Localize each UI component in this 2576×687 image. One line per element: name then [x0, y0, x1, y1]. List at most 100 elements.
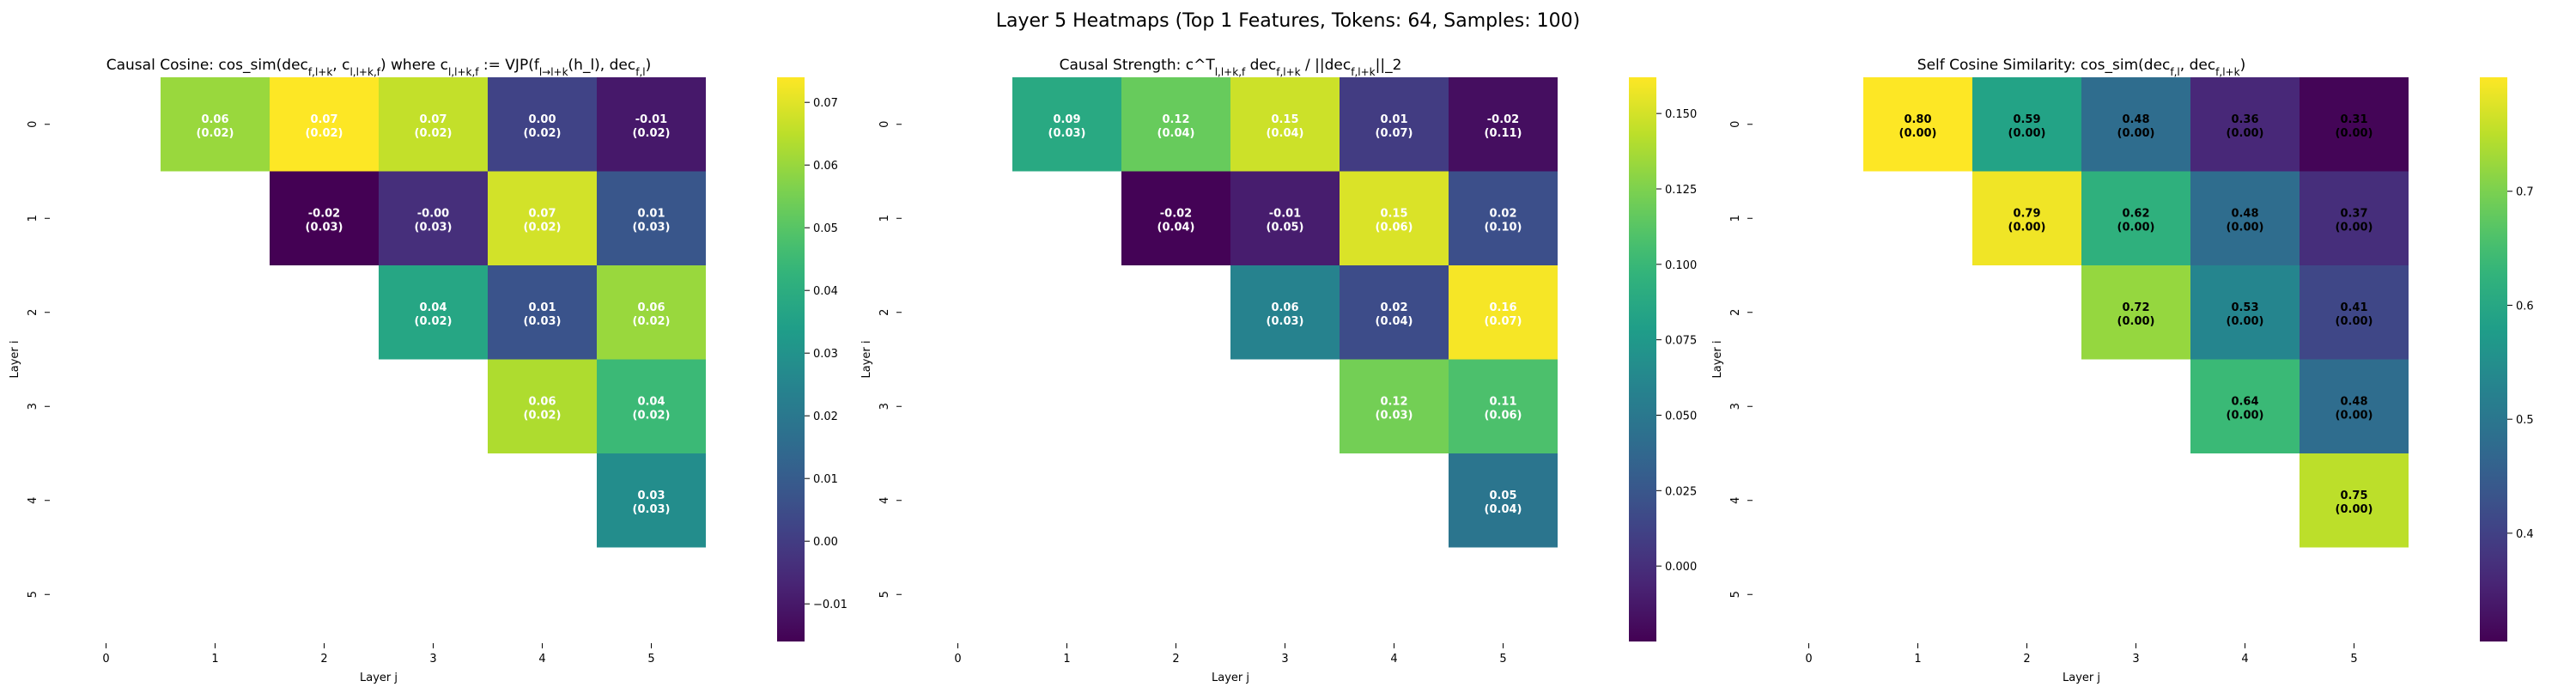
heatmap-cell: [1449, 171, 1558, 265]
cell-std-label: (0.05): [1267, 221, 1304, 234]
heatmap-cell: [379, 171, 488, 265]
heatmap-cell: [488, 171, 597, 265]
colorbar-tick-label: 0.125: [1665, 184, 1697, 197]
x-tick-label: 4: [1390, 653, 1397, 666]
cell-value-label: 0.01: [528, 301, 556, 314]
colorbar-tick-label: 0.100: [1665, 259, 1697, 272]
cell-std-label: (0.04): [1376, 315, 1413, 328]
colorbar-tick-label: 0.050: [1665, 410, 1697, 423]
heatmap-cell: [2081, 265, 2190, 360]
cell-std-label: (0.00): [2008, 221, 2046, 234]
cell-value-label: 0.37: [2340, 207, 2367, 220]
x-tick-label: 3: [1281, 653, 1288, 666]
heatmap-cell: [1449, 265, 1558, 360]
y-tick-label: 2: [1729, 309, 1742, 316]
cell-value-label: 0.11: [1489, 395, 1516, 408]
cell-value-label: 0.07: [419, 113, 447, 126]
heatmap-cell: [1340, 171, 1449, 265]
cell-value-label: -0.01: [1269, 207, 1301, 220]
y-tick-label: 2: [27, 309, 39, 316]
colorbar-tick-label: 0.02: [813, 410, 838, 423]
cell-std-label: (0.07): [1485, 315, 1522, 328]
colorbar-tick-label: 0.025: [1665, 485, 1697, 498]
cell-value-label: 0.04: [419, 301, 447, 314]
colorbar-tick-label: 0.5: [2516, 414, 2534, 427]
figure-suptitle: Layer 5 Heatmaps (Top 1 Features, Tokens…: [996, 10, 1581, 32]
x-tick-label: 0: [102, 653, 109, 666]
heatmap-cell: [2190, 171, 2300, 265]
x-tick-label: 0: [1805, 653, 1812, 666]
cell-std-label: (0.03): [415, 221, 453, 234]
heatmap-cell: [597, 171, 706, 265]
cell-std-label: (0.02): [524, 409, 562, 422]
cell-value-label: -0.02: [1160, 207, 1192, 220]
cell-value-label: 0.15: [1271, 113, 1298, 126]
x-tick-label: 3: [429, 653, 436, 666]
cell-std-label: (0.00): [2117, 315, 2155, 328]
cell-value-label: 0.31: [2340, 113, 2367, 126]
x-tick-label: 1: [1063, 653, 1070, 666]
y-tick-label: 5: [27, 591, 39, 598]
heatmap-cell: [2190, 359, 2300, 453]
heatmap-cell: [1230, 171, 1340, 265]
cell-std-label: (0.00): [2336, 503, 2373, 516]
cell-std-label: (0.10): [1485, 221, 1522, 234]
heatmap-cell: [270, 77, 379, 172]
heatmap-cell: [2300, 359, 2409, 453]
colorbar-tick-label: 0.6: [2516, 300, 2534, 313]
panel-title: Causal Strength: c^Tl,l+k,f decf,l+k / |…: [1060, 57, 1402, 78]
cell-value-label: 0.01: [637, 207, 665, 220]
cell-value-label: -0.02: [308, 207, 340, 220]
cell-std-label: (0.11): [1485, 127, 1522, 140]
y-tick-label: 4: [27, 497, 39, 504]
cell-std-label: (0.07): [1376, 127, 1413, 140]
colorbar-tick-label: 0.06: [813, 160, 838, 173]
colorbar-tick-label: 0.075: [1665, 335, 1697, 348]
cell-value-label: 0.48: [2231, 207, 2258, 220]
colorbar-tick-label: 0.7: [2516, 186, 2534, 199]
cell-std-label: (0.00): [2117, 221, 2155, 234]
colorbar-tick-label: 0.07: [813, 97, 838, 110]
cell-std-label: (0.00): [2227, 315, 2264, 328]
y-tick-label: 0: [27, 121, 39, 128]
heatmap-cell: [1230, 77, 1340, 172]
cell-value-label: 0.01: [1380, 113, 1407, 126]
cell-std-label: (0.00): [2336, 409, 2373, 422]
heatmap-cell: [488, 359, 597, 453]
x-axis-label: Layer j: [2063, 672, 2100, 684]
heatmap-cell: [2300, 453, 2409, 548]
colorbar-tick-label: 0.04: [813, 285, 838, 298]
cell-std-label: (0.02): [415, 127, 453, 140]
heatmap-cell: [1012, 77, 1121, 172]
y-tick-label: 5: [1729, 591, 1742, 598]
heatmap-cell: [597, 265, 706, 360]
heatmap-cell: [2190, 265, 2300, 360]
heatmap-cell: [1340, 265, 1449, 360]
x-tick-label: 1: [211, 653, 218, 666]
heatmap-cell: [2300, 265, 2409, 360]
colorbar-tick-label: 0.00: [813, 536, 838, 549]
panel-title: Causal Cosine: cos_sim(decf,l+k, cl,l+k,…: [106, 57, 651, 78]
x-axis-label: Layer j: [360, 672, 398, 684]
cell-std-label: (0.06): [1485, 409, 1522, 422]
cell-value-label: 0.06: [528, 395, 556, 408]
colorbar-tick-label: 0.4: [2516, 528, 2534, 541]
cell-value-label: 0.05: [1489, 489, 1516, 502]
colorbar: [1629, 77, 1656, 641]
colorbar-tick-label: 0.05: [813, 222, 838, 235]
y-tick-label: 4: [1729, 497, 1742, 504]
cell-value-label: -0.01: [635, 113, 667, 126]
heatmap-cell: [488, 265, 597, 360]
cell-value-label: 0.07: [310, 113, 337, 126]
colorbar-tick-label: 0.000: [1665, 561, 1697, 574]
cell-std-label: (0.06): [1376, 221, 1413, 234]
cell-std-label: (0.03): [1267, 315, 1304, 328]
heatmap-cell: [2081, 77, 2190, 172]
y-axis-label: Layer i: [860, 341, 873, 379]
cell-std-label: (0.02): [633, 409, 671, 422]
cell-value-label: 0.72: [2122, 301, 2149, 314]
x-tick-label: 2: [2023, 653, 2030, 666]
cell-std-label: (0.02): [524, 127, 562, 140]
heatmap-cell: [2300, 171, 2409, 265]
